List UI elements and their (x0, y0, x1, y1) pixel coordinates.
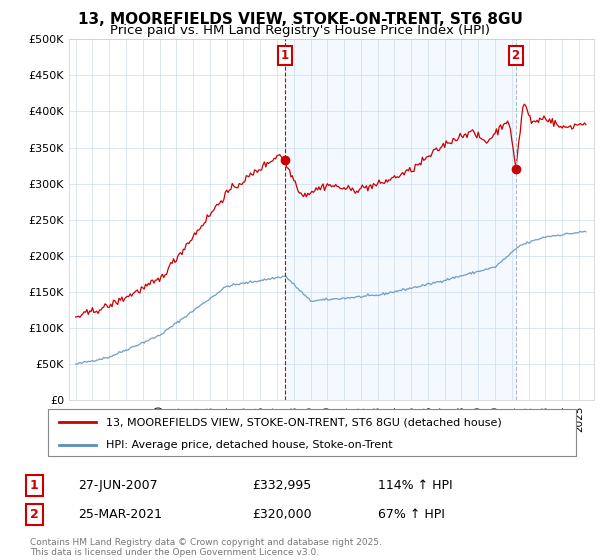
Text: 13, MOOREFIELDS VIEW, STOKE-ON-TRENT, ST6 8GU (detached house): 13, MOOREFIELDS VIEW, STOKE-ON-TRENT, ST… (106, 417, 502, 427)
Text: 2: 2 (512, 49, 520, 62)
Text: £320,000: £320,000 (252, 508, 311, 521)
FancyBboxPatch shape (48, 409, 576, 456)
Text: 27-JUN-2007: 27-JUN-2007 (78, 479, 158, 492)
Text: £332,995: £332,995 (252, 479, 311, 492)
Text: 1: 1 (30, 479, 39, 492)
Text: 67% ↑ HPI: 67% ↑ HPI (378, 508, 445, 521)
Text: 25-MAR-2021: 25-MAR-2021 (78, 508, 162, 521)
Text: HPI: Average price, detached house, Stoke-on-Trent: HPI: Average price, detached house, Stok… (106, 440, 393, 450)
Text: 13, MOOREFIELDS VIEW, STOKE-ON-TRENT, ST6 8GU: 13, MOOREFIELDS VIEW, STOKE-ON-TRENT, ST… (77, 12, 523, 27)
Text: 2: 2 (30, 508, 39, 521)
Text: Contains HM Land Registry data © Crown copyright and database right 2025.
This d: Contains HM Land Registry data © Crown c… (30, 538, 382, 557)
Bar (285, 39, 515, 400)
Text: Price paid vs. HM Land Registry's House Price Index (HPI): Price paid vs. HM Land Registry's House … (110, 24, 490, 36)
Text: 114% ↑ HPI: 114% ↑ HPI (378, 479, 452, 492)
Text: 1: 1 (281, 49, 289, 62)
